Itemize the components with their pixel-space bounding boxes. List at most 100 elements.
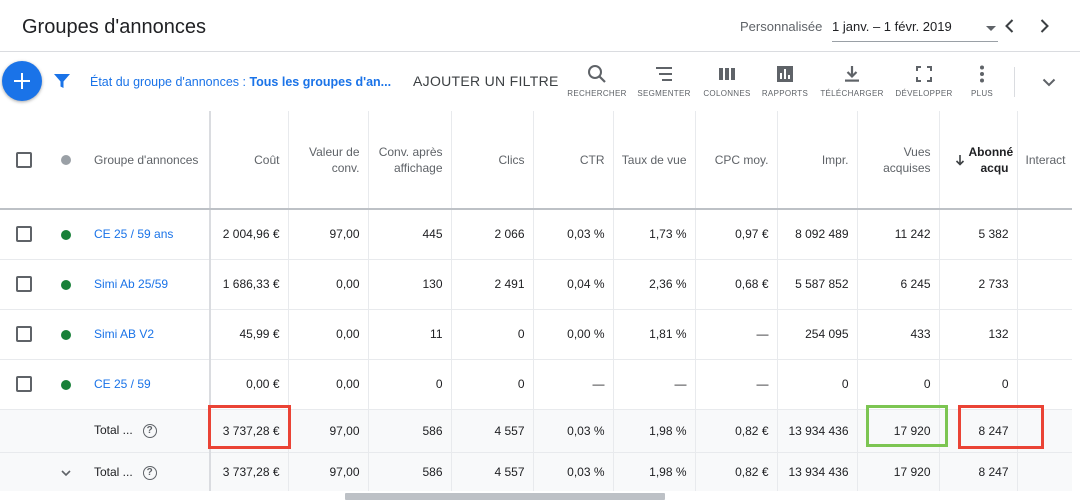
row-ad-group-name: Simi Ab 25/59: [84, 259, 211, 310]
row-select-cell: [0, 209, 47, 260]
total-interactions: [1017, 452, 1072, 491]
total-row: Total ...? 3 737,28 € 97,00 586 4 557 0,…: [0, 409, 1072, 453]
row-checkbox[interactable]: [15, 326, 32, 342]
total-view-rate: 1,98 %: [613, 452, 696, 491]
cell-conv-value: 97,00: [288, 209, 369, 260]
ad-group-link[interactable]: Simi Ab 25/59: [94, 277, 169, 291]
total-impr: 13 934 436: [777, 409, 858, 453]
status-enabled-icon[interactable]: [60, 379, 71, 390]
total-ctr: 0,03 %: [533, 452, 614, 491]
cell-earned-subs: 0: [939, 359, 1018, 410]
col-header-impr[interactable]: Impr.: [777, 111, 858, 210]
total-impr: 13 934 436: [777, 452, 858, 491]
segment-icon: [656, 67, 672, 81]
cell-earned-subs: 5 382: [939, 209, 1018, 260]
col-header-earned-subscribers-label: Abonné acqu: [968, 144, 1014, 175]
row-status-cell: [47, 359, 84, 410]
status-enabled-icon[interactable]: [60, 329, 71, 340]
help-icon[interactable]: ?: [142, 423, 157, 438]
add-button[interactable]: [2, 61, 42, 101]
cell-earned-subs: 132: [939, 309, 1018, 360]
col-header-conv-value[interactable]: Valeur de conv.: [288, 111, 369, 210]
row-select-cell: [0, 309, 47, 360]
cell-view-rate: 1,73 %: [613, 209, 696, 260]
cell-earned-views: 11 242: [857, 209, 940, 260]
chevron-left-icon[interactable]: [1000, 16, 1020, 36]
help-icon[interactable]: ?: [142, 465, 157, 480]
col-header-view-conv[interactable]: Conv. après affichage: [368, 111, 452, 210]
filter-value: Tous les groupes d'an...: [249, 75, 392, 89]
cell-impr: 0: [777, 359, 858, 410]
download-icon: [845, 66, 859, 82]
ad-group-link[interactable]: CE 25 / 59: [94, 377, 151, 391]
table-row: Simi AB V2 45,99 € 0,00 11 0 0,00 % 1,81…: [0, 309, 1072, 360]
cell-avg-cpc: —: [695, 359, 778, 410]
row-checkbox[interactable]: [15, 226, 32, 243]
cell-cost: 45,99 €: [210, 309, 289, 360]
col-header-ctr[interactable]: CTR: [533, 111, 614, 210]
columns-button[interactable]: COLONNES: [700, 63, 754, 105]
ad-group-link[interactable]: CE 25 / 59 ans: [94, 227, 174, 242]
cell-earned-views: 6 245: [857, 259, 940, 310]
status-enabled-icon[interactable]: [60, 279, 71, 290]
search-button-label: RECHERCHER: [567, 89, 627, 98]
ad-group-link[interactable]: Simi AB V2: [94, 327, 155, 341]
row-ad-group-name: CE 25 / 59 ans: [84, 209, 211, 260]
cell-cost: 1 686,33 €: [210, 259, 289, 310]
horizontal-scrollbar[interactable]: [345, 493, 665, 500]
cell-view-conv: 130: [368, 259, 452, 310]
filter-icon[interactable]: [53, 72, 71, 90]
chevron-down-icon[interactable]: [1040, 73, 1058, 91]
date-range-selector[interactable]: 1 janv. – 1 févr. 2019: [832, 14, 998, 42]
columns-button-label: COLONNES: [703, 89, 751, 98]
cell-conv-value: 0,00: [288, 259, 369, 310]
row-checkbox[interactable]: [15, 376, 32, 392]
col-header-view-rate[interactable]: Taux de vue: [613, 111, 696, 210]
total-cost: 3 737,28 €: [210, 409, 289, 453]
table-row: CE 25 / 59 ans 2 004,96 € 97,00 445 2 06…: [0, 209, 1072, 260]
total-avg-cpc: 0,82 €: [695, 452, 778, 491]
col-header-avg-cpc[interactable]: CPC moy.: [695, 111, 778, 210]
row-checkbox[interactable]: [15, 276, 32, 292]
filter-prefix: État du groupe d'annonces :: [90, 75, 250, 89]
segment-button[interactable]: SEGMENTER: [634, 63, 694, 105]
status-enabled-icon[interactable]: [60, 230, 71, 241]
total-label: Total ...: [94, 464, 133, 479]
cell-view-conv: 445: [368, 209, 452, 260]
total-earned-views: 17 920: [857, 452, 940, 491]
total-status-cell: [47, 409, 84, 453]
select-all-checkbox[interactable]: [15, 151, 32, 168]
col-header-earned-subscribers[interactable]: Abonné acqu: [939, 111, 1018, 210]
more-button[interactable]: PLUS: [962, 63, 1002, 105]
reports-button[interactable]: RAPPORTS: [758, 63, 812, 105]
chevron-down-icon[interactable]: [60, 467, 72, 479]
cell-conv-value: 0,00: [288, 309, 369, 360]
caret-down-icon: [986, 26, 996, 31]
download-button[interactable]: TÉLÉCHARGER: [818, 63, 886, 105]
col-header-cost[interactable]: Coût: [210, 111, 289, 210]
col-header-interactions[interactable]: Interact: [1017, 111, 1072, 210]
reports-button-label: RAPPORTS: [761, 89, 809, 98]
segment-button-label: SEGMENTER: [637, 89, 691, 98]
cell-interactions: [1017, 359, 1072, 410]
reports-icon: [777, 66, 793, 82]
col-header-earned-views[interactable]: Vues acquises: [857, 111, 940, 210]
cell-ctr: 0,04 %: [533, 259, 614, 310]
search-button[interactable]: RECHERCHER: [566, 63, 628, 105]
col-header-clicks[interactable]: Clics: [451, 111, 534, 210]
total-label-cell: Total ...?: [84, 409, 211, 453]
chevron-right-icon[interactable]: [1034, 16, 1054, 36]
cell-clicks: 2 491: [451, 259, 534, 310]
row-status-cell: [47, 259, 84, 310]
expand-button[interactable]: DÉVELOPPER: [892, 63, 956, 105]
col-header-ad-group[interactable]: Groupe d'annonces: [84, 111, 211, 210]
date-range-type[interactable]: Personnalisée: [740, 19, 823, 34]
total-clicks: 4 557: [451, 409, 534, 453]
row-status-cell: [47, 209, 84, 260]
cell-earned-views: 433: [857, 309, 940, 360]
total-avg-cpc: 0,82 €: [695, 409, 778, 453]
cell-clicks: 0: [451, 359, 534, 410]
select-all-cell: [0, 111, 47, 210]
active-filter-chip[interactable]: État du groupe d'annonces : Tous les gro…: [90, 75, 391, 89]
add-filter-button[interactable]: AJOUTER UN FILTRE: [413, 73, 559, 89]
